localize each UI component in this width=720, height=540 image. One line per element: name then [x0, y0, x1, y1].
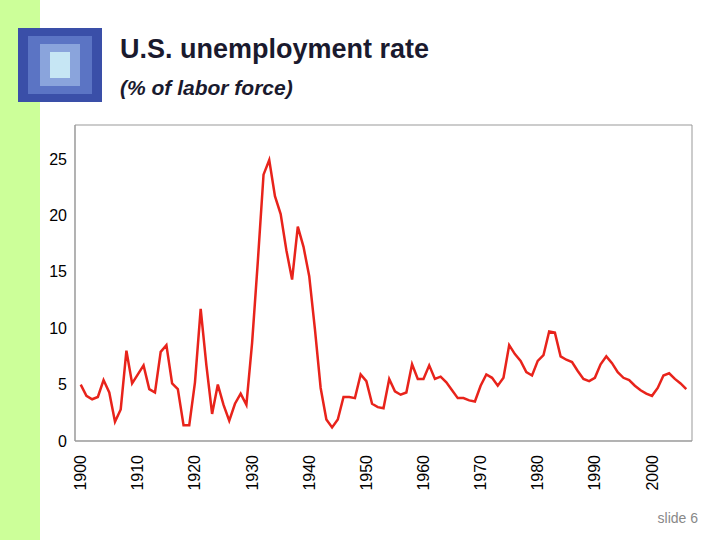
svg-text:2000: 2000: [644, 455, 661, 491]
svg-text:1990: 1990: [586, 455, 603, 491]
svg-text:1930: 1930: [244, 455, 261, 491]
html-text:(% of labor force): (% of labor force): [120, 76, 293, 99]
svg-text:0: 0: [58, 433, 67, 450]
svg-text:1900: 1900: [72, 455, 89, 491]
svg-text:1960: 1960: [415, 455, 432, 491]
svg-text:15: 15: [49, 263, 67, 280]
svg-text:10: 10: [49, 320, 67, 337]
html-text:U.S. unemployment rate: U.S. unemployment rate: [120, 34, 430, 64]
svg-text:1970: 1970: [472, 455, 489, 491]
svg-text:1980: 1980: [529, 455, 546, 491]
svg-text:1920: 1920: [186, 455, 203, 491]
html-text:slide 6: slide 6: [657, 510, 698, 526]
svg-text:20: 20: [49, 207, 67, 224]
svg-text:5: 5: [58, 376, 67, 393]
svg-text:1940: 1940: [301, 455, 318, 491]
svg-text:25: 25: [49, 151, 67, 168]
svg-text:1910: 1910: [129, 455, 146, 491]
svg-text:1950: 1950: [358, 455, 375, 491]
